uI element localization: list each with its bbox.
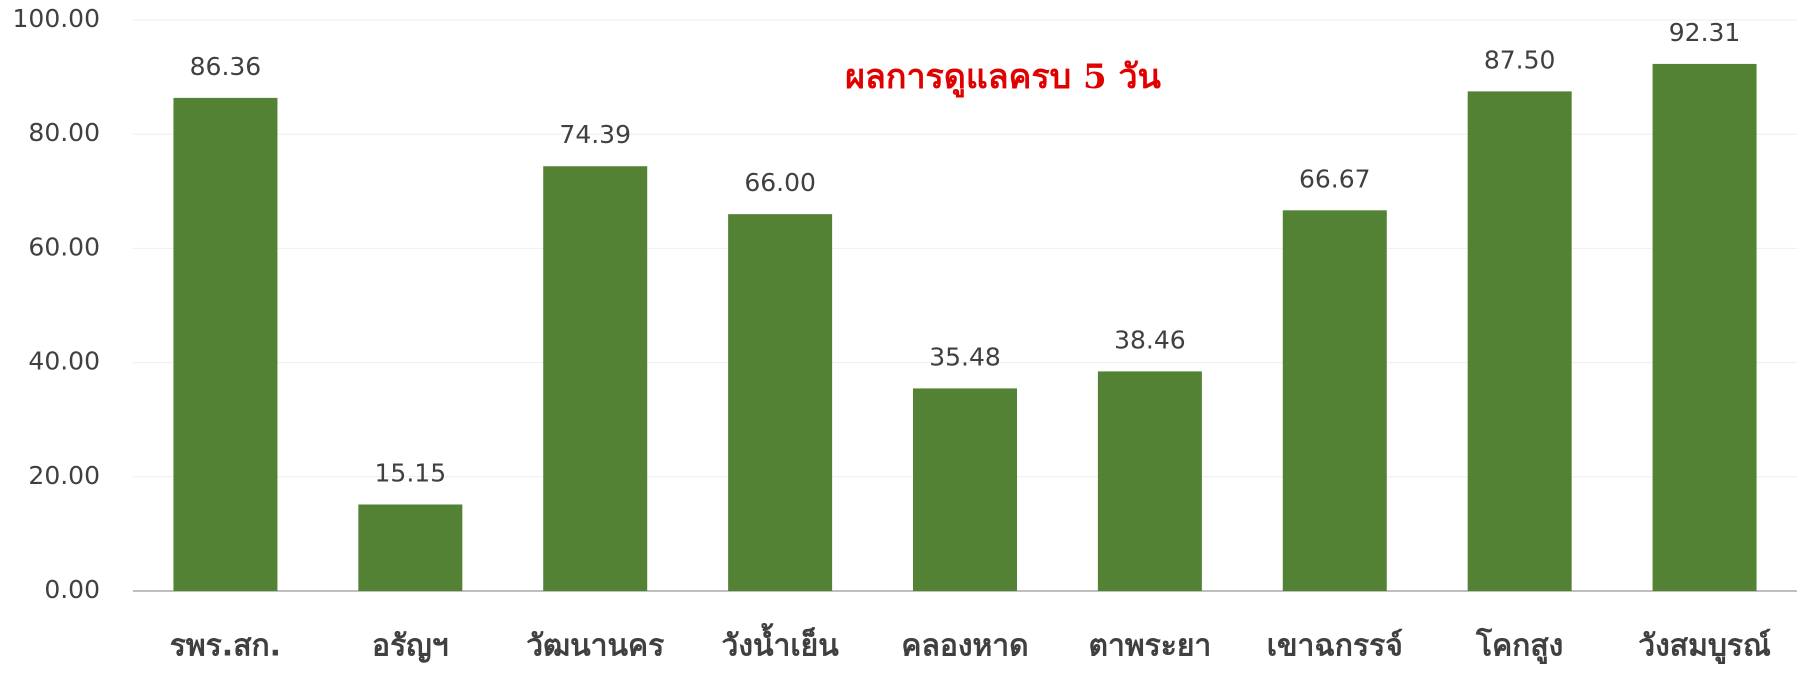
- x-tick-label: วังสมบูรณ์: [1638, 629, 1771, 665]
- value-label: 74.39: [559, 120, 631, 149]
- bar: [913, 388, 1017, 591]
- x-tick-label: คลองหาด: [901, 629, 1028, 664]
- bar: [173, 97, 278, 591]
- x-tick-label: โคกสูง: [1475, 627, 1563, 665]
- value-label: 86.36: [190, 52, 262, 81]
- y-tick-label: 0.00: [44, 575, 100, 604]
- x-tick-label: อรัญฯ: [372, 629, 449, 664]
- bar: [358, 504, 463, 591]
- bar: [1097, 371, 1202, 591]
- value-label: 15.15: [375, 458, 447, 487]
- y-tick-label: 100.00: [13, 4, 100, 33]
- x-tick-label: วัฒนานคร: [526, 629, 664, 664]
- y-tick-label: 40.00: [28, 347, 100, 376]
- value-label: 66.67: [1299, 164, 1371, 193]
- bar: [1467, 91, 1572, 591]
- x-tick-label: รพร.สก.: [170, 629, 281, 664]
- bar: [543, 166, 648, 591]
- y-tick-label: 60.00: [28, 232, 100, 261]
- annotation: ผลการดูแลครบ 5 วัน: [845, 57, 1161, 98]
- value-label: 87.50: [1484, 45, 1556, 74]
- bar: [1652, 63, 1757, 591]
- x-tick-label: เขาฉกรรจ์: [1267, 629, 1403, 664]
- bar: [728, 214, 833, 591]
- value-label: 66.00: [744, 168, 816, 197]
- y-tick-label: 20.00: [28, 461, 100, 490]
- value-label: 35.48: [929, 342, 1001, 371]
- x-tick-label: วังน้ำเย็น: [722, 623, 840, 664]
- bar: [1282, 210, 1387, 591]
- value-label: 38.46: [1114, 325, 1186, 354]
- x-tick-label: ตาพระยา: [1089, 629, 1212, 664]
- value-label: 92.31: [1669, 18, 1741, 47]
- y-tick-label: 80.00: [28, 118, 100, 147]
